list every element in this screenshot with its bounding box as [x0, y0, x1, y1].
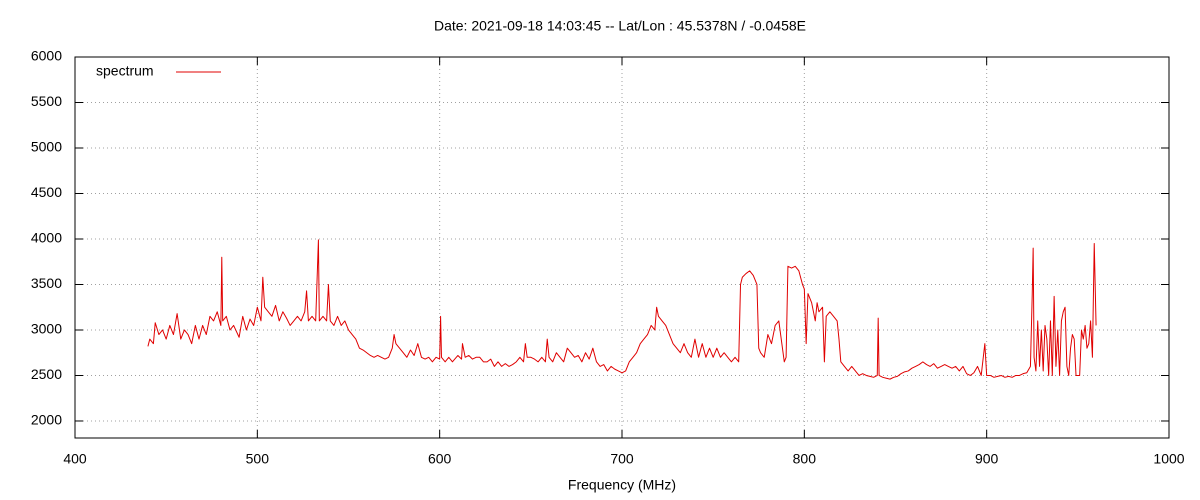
- y-tick-label: 2500: [31, 366, 62, 382]
- y-tick-label: 3500: [31, 275, 62, 291]
- y-tick-label: 4500: [31, 184, 62, 200]
- y-tick-label: 6000: [31, 48, 62, 64]
- x-tick-label: 700: [610, 451, 634, 467]
- chart-title: Date: 2021-09-18 14:03:45 -- Lat/Lon : 4…: [434, 18, 806, 34]
- x-tick-label: 500: [246, 451, 270, 467]
- plot-frame: [74, 56, 1170, 439]
- x-axis-label: Frequency (MHz): [568, 477, 676, 493]
- legend-label: spectrum: [96, 63, 154, 79]
- y-tick-label: 4000: [31, 230, 62, 246]
- y-tick-label: 5500: [31, 93, 62, 109]
- y-tick-label: 5000: [31, 139, 62, 155]
- series-line: [147, 239, 1097, 380]
- x-tick-label: 1000: [1153, 451, 1184, 467]
- y-tick-label: 3000: [31, 321, 62, 337]
- x-tick-label: 600: [428, 451, 452, 467]
- x-tick-label: 900: [975, 451, 999, 467]
- x-tick-label: 800: [793, 451, 817, 467]
- y-tick-label: 2000: [31, 412, 62, 428]
- x-tick-label: 400: [63, 451, 87, 467]
